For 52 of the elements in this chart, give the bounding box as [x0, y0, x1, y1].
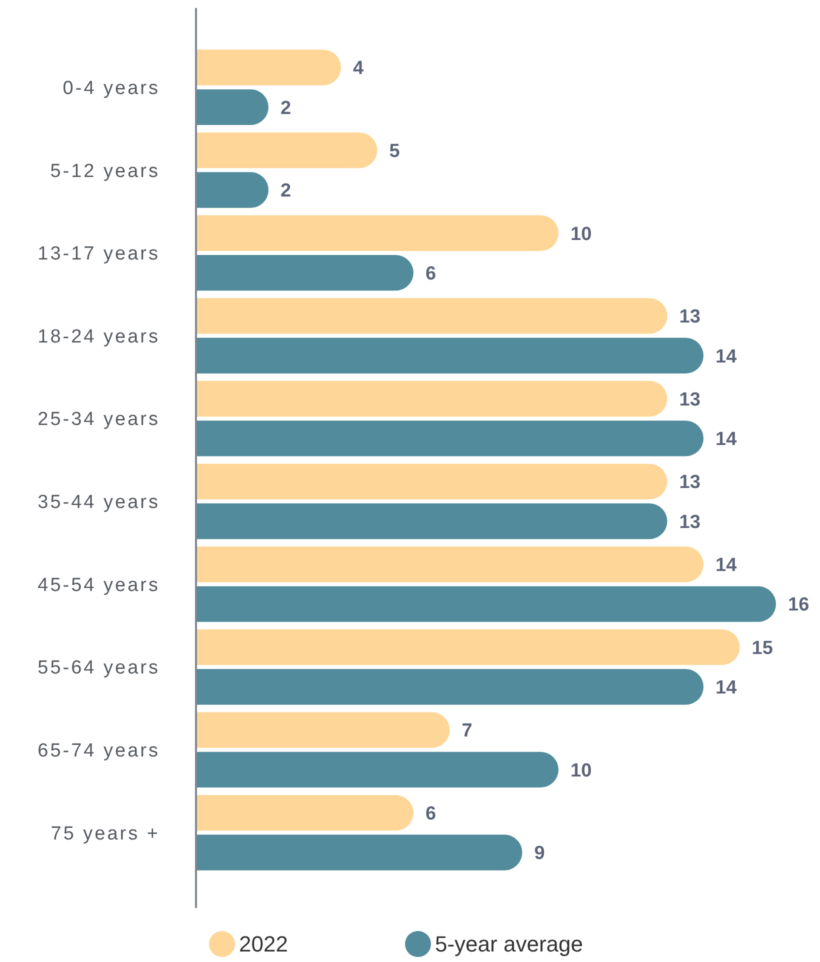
bar	[196, 586, 776, 622]
bar	[196, 794, 414, 831]
data-label: 9	[534, 843, 545, 864]
data-label: 14	[716, 346, 738, 368]
data-label: 2	[280, 98, 292, 119]
data-label: 13	[679, 472, 700, 494]
data-label: 14	[716, 678, 738, 699]
bar	[196, 298, 668, 334]
y-tick-label: 65-74 years	[38, 740, 160, 762]
bar	[196, 172, 268, 208]
data-label: 15	[752, 638, 774, 659]
data-label: 6	[426, 803, 436, 824]
bar	[196, 380, 668, 417]
bar	[196, 503, 668, 540]
bar	[196, 89, 268, 126]
y-tick-label: 75 years +	[50, 823, 160, 844]
y-tick-label: 35-44 years	[38, 492, 160, 514]
bar	[196, 254, 414, 291]
bar	[196, 629, 740, 666]
bar	[196, 752, 558, 788]
bar	[196, 712, 450, 748]
bar	[196, 420, 704, 456]
y-tick-label: 0-4 years	[62, 78, 160, 99]
data-label: 14	[716, 555, 738, 576]
bar	[196, 338, 704, 374]
data-label: 13	[679, 306, 700, 328]
data-label: 2	[280, 180, 292, 202]
data-label: 16	[788, 594, 810, 616]
data-label: 7	[462, 720, 472, 742]
y-tick-label: 18-24 years	[38, 326, 160, 348]
data-label: 5	[389, 140, 400, 162]
bar	[196, 215, 558, 251]
data-label: 10	[570, 224, 592, 245]
y-tick-label: 55-64 years	[38, 658, 160, 679]
bar	[196, 464, 668, 500]
data-label: 14	[716, 429, 738, 450]
legend-label: 5-year average	[435, 932, 583, 957]
data-label: 10	[570, 760, 592, 782]
data-label: 4	[353, 58, 364, 80]
bar	[196, 50, 341, 86]
bar	[196, 132, 378, 168]
bar	[196, 834, 522, 870]
y-tick-label: 13-17 years	[38, 244, 160, 265]
data-label: 13	[679, 389, 700, 410]
y-tick-label: 25-34 years	[38, 409, 160, 430]
y-tick-label: 45-54 years	[38, 574, 160, 596]
data-label: 6	[426, 263, 436, 284]
data-label: 13	[679, 512, 700, 533]
bar	[196, 546, 704, 582]
legend-label: 2022	[239, 932, 288, 957]
y-tick-label: 5-12 years	[50, 160, 160, 182]
bar	[196, 669, 704, 705]
